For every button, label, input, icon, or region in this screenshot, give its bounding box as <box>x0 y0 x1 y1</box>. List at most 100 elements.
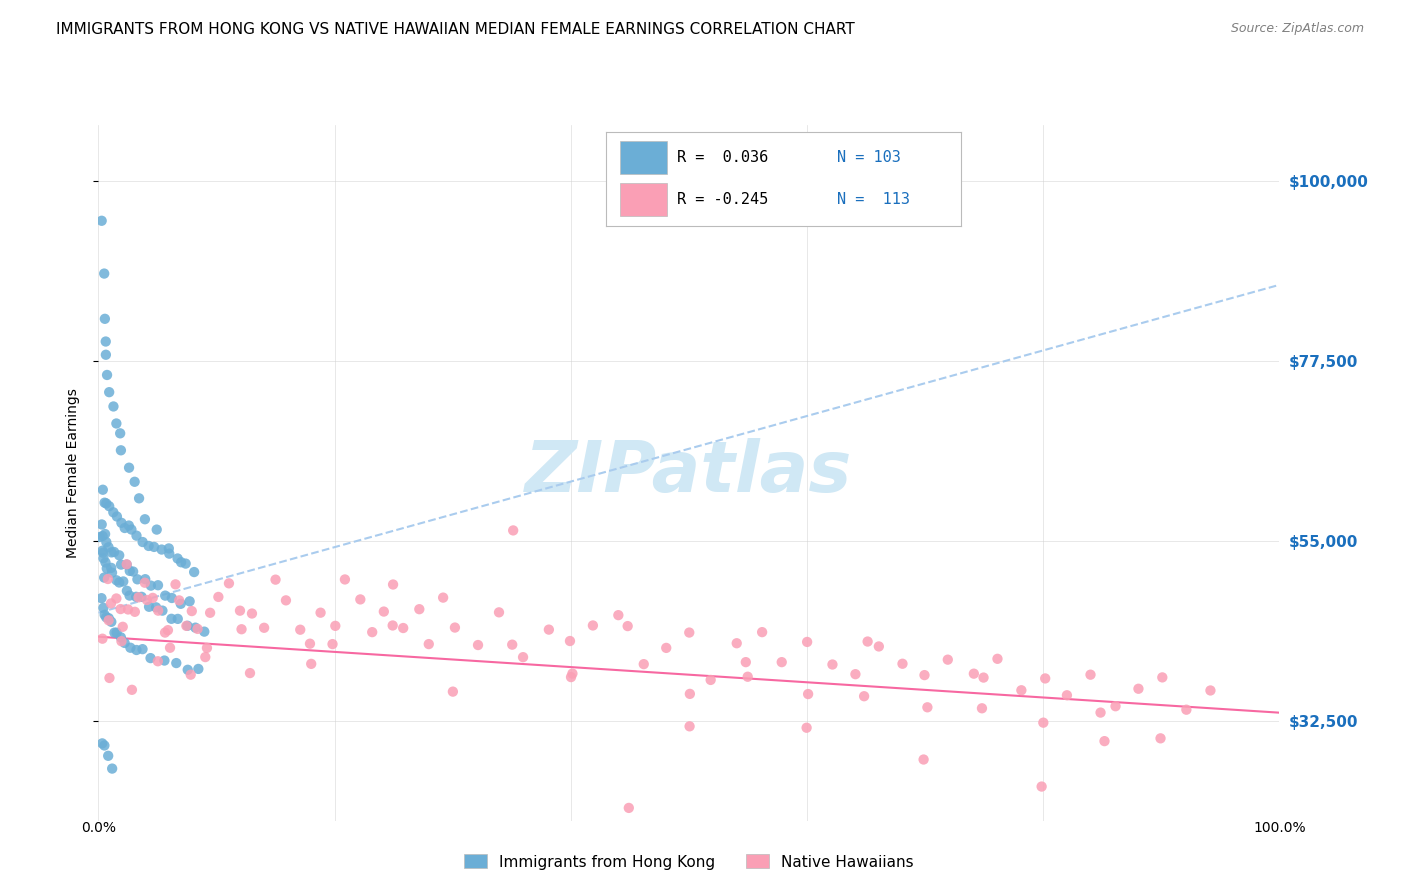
Point <box>105 591 128 606</box>
Point <box>91 483 114 497</box>
Point <box>734 655 756 669</box>
Point <box>145 600 167 615</box>
Point <box>912 752 935 766</box>
Point <box>97 611 120 625</box>
Point <box>146 578 169 592</box>
Point <box>127 572 149 586</box>
Point <box>309 606 332 620</box>
Point <box>128 491 150 506</box>
Point <box>180 604 202 618</box>
Point <box>100 561 122 575</box>
Point <box>125 529 148 543</box>
Point <box>207 590 229 604</box>
Point <box>821 657 844 672</box>
Point <box>152 604 174 618</box>
Point <box>93 739 115 753</box>
Point <box>94 334 117 349</box>
Point <box>1149 731 1171 746</box>
Point <box>512 650 534 665</box>
Point <box>121 682 143 697</box>
Point <box>195 640 218 655</box>
Point <box>160 591 183 605</box>
Point <box>131 642 153 657</box>
Point <box>432 591 454 605</box>
Point <box>174 557 197 571</box>
Text: ZIPatlas: ZIPatlas <box>526 438 852 508</box>
Point <box>229 604 252 618</box>
Point <box>100 596 122 610</box>
Point <box>488 605 510 619</box>
Point <box>290 623 312 637</box>
Point <box>139 651 162 665</box>
Point <box>184 621 207 635</box>
Point <box>97 572 120 586</box>
Point <box>936 653 959 667</box>
Point <box>373 605 395 619</box>
Point <box>381 618 404 632</box>
Point <box>1152 670 1174 684</box>
Point <box>142 591 165 605</box>
Point <box>218 576 240 591</box>
Point <box>796 721 818 735</box>
Point <box>120 640 142 655</box>
Point <box>134 512 156 526</box>
Point <box>122 565 145 579</box>
Point <box>856 634 879 648</box>
Point <box>108 426 131 441</box>
Point <box>124 475 146 489</box>
Point <box>679 687 702 701</box>
Point <box>93 496 115 510</box>
Point <box>91 632 114 646</box>
Point <box>891 657 914 671</box>
Point <box>134 575 156 590</box>
Point <box>131 590 153 604</box>
Point <box>114 636 136 650</box>
Point <box>183 565 205 579</box>
Point <box>1094 734 1116 748</box>
Point <box>502 524 524 538</box>
Point <box>299 657 322 671</box>
Point <box>986 652 1008 666</box>
Point <box>298 637 321 651</box>
Point <box>444 621 467 635</box>
Point <box>110 634 132 648</box>
Point <box>96 610 118 624</box>
Point <box>100 615 122 629</box>
Point <box>128 591 150 605</box>
Point <box>124 605 146 619</box>
Point <box>194 650 217 665</box>
Point <box>633 657 655 672</box>
Point <box>737 670 759 684</box>
Point <box>193 624 215 639</box>
Point <box>105 574 128 588</box>
Point <box>93 267 115 281</box>
Point <box>501 638 523 652</box>
Point <box>108 575 131 590</box>
Point <box>96 496 118 510</box>
Point <box>165 656 187 670</box>
Point <box>138 539 160 553</box>
Point <box>125 590 148 604</box>
Point <box>118 518 141 533</box>
Point <box>751 625 773 640</box>
Point <box>108 549 131 563</box>
Point <box>100 545 122 559</box>
Point <box>153 654 176 668</box>
Point <box>91 546 114 560</box>
Point <box>138 599 160 614</box>
Point <box>105 417 128 431</box>
Point <box>103 400 125 414</box>
Point <box>558 634 581 648</box>
Point <box>143 540 166 554</box>
Text: IMMIGRANTS FROM HONG KONG VS NATIVE HAWAIIAN MEDIAN FEMALE EARNINGS CORRELATION : IMMIGRANTS FROM HONG KONG VS NATIVE HAWA… <box>56 22 855 37</box>
Point <box>617 801 640 815</box>
Point <box>89 530 111 544</box>
Point <box>166 612 188 626</box>
Point <box>110 516 132 530</box>
Point <box>561 666 583 681</box>
Point <box>145 523 167 537</box>
Point <box>90 517 112 532</box>
Point <box>441 684 464 698</box>
Point <box>115 558 138 572</box>
Point <box>94 556 117 570</box>
